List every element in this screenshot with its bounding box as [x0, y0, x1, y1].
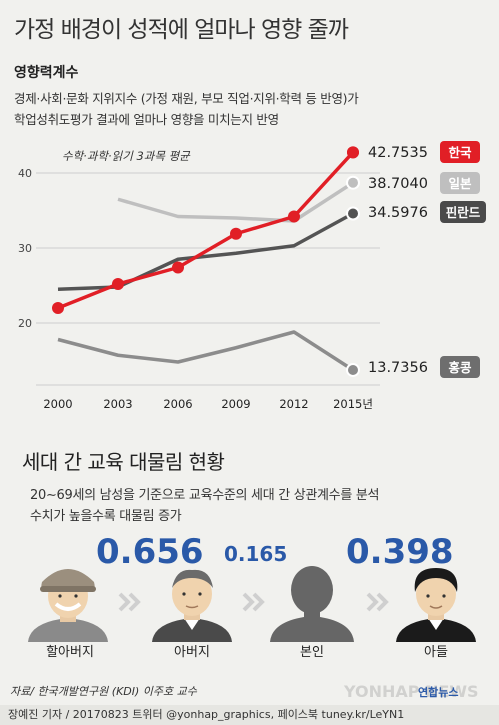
x-tick-label: 2000 — [43, 397, 72, 411]
coefficient-father-self: 0.165 — [224, 542, 288, 566]
series-tag — [440, 201, 486, 223]
self-silhouette-icon — [270, 566, 354, 642]
generations-illustration — [28, 566, 476, 642]
source-note: 자료/ 한국개발연구원 (KDI) 이주호 교수 — [10, 685, 197, 698]
page-title: 가정 배경이 성적에 얼마나 영향 줄까 — [14, 17, 349, 43]
arrow-icon — [242, 592, 265, 612]
end-value-label: 42.7535 — [368, 145, 428, 161]
person-label-grandfather: 할아버지 — [46, 645, 94, 660]
y-tick-label: 20 — [18, 317, 32, 330]
x-tick-label: 2003 — [103, 397, 132, 411]
father-avatar — [152, 569, 232, 642]
data-point — [52, 302, 64, 314]
series-line-홍콩 — [57, 330, 354, 372]
section-description-line: 경제·사회·문화 지위지수 (가정 재원, 부모 직업·지위·학력 등 반영)가 — [14, 91, 359, 106]
person-label-father: 아버지 — [174, 645, 210, 660]
person-label-son: 아들 — [424, 645, 448, 660]
section-description-line: 수치가 높을수록 대물림 증가 — [30, 509, 182, 524]
x-tick-label: 2006 — [163, 397, 192, 411]
end-point — [346, 206, 360, 221]
data-point — [112, 278, 124, 290]
end-point — [346, 362, 360, 377]
line-chart: 20 30 40 2000 2003 2006 2009 2012 2015년 수학·과학·읽기… — [18, 141, 486, 411]
grandfather-avatar — [28, 569, 108, 642]
section-heading-influence: 영향력계수 — [14, 65, 79, 81]
series-name-label: 일본 — [448, 176, 472, 191]
end-point — [346, 175, 360, 190]
series-tag — [440, 141, 480, 163]
watermark: YONHAP NEWS — [344, 682, 479, 701]
series-line-일본 — [117, 181, 354, 223]
yonhap-logo: 연합뉴스 — [418, 686, 459, 699]
series-name-label: 한국 — [448, 145, 472, 160]
section-description-line: 학업성취도평가 결과에 얼마나 영향을 미치는지 반영 — [14, 112, 279, 127]
x-tick-label: 2009 — [221, 397, 250, 411]
end-point — [347, 146, 359, 159]
end-value-label: 34.5976 — [368, 205, 428, 221]
coefficient-grandfather-father: 0.656 — [96, 532, 204, 572]
credit-line: 장예진 기자 / 20170823 트위터 @yonhap_graphics, … — [0, 705, 499, 725]
end-value-label: 38.7040 — [368, 176, 428, 192]
section-heading-inheritance: 세대 간 교육 대물림 현황 — [22, 450, 225, 474]
end-value-label: 13.7356 — [368, 360, 428, 376]
son-avatar — [396, 568, 476, 642]
arrow-icon — [118, 592, 141, 612]
series-name-label: 핀란드 — [446, 205, 481, 220]
data-point — [172, 261, 184, 274]
arrow-icon — [366, 592, 389, 612]
x-tick-label: 2012 — [279, 397, 308, 411]
y-tick-label: 40 — [18, 167, 32, 180]
section-description-line: 20∼69세의 남성을 기준으로 교육수준의 세대 간 상관계수를 분석 — [30, 488, 380, 503]
person-label-self: 본인 — [300, 645, 324, 660]
coefficient-self-son: 0.398 — [346, 532, 454, 572]
data-point — [230, 227, 242, 240]
x-tick-label: 2015년 — [333, 397, 373, 411]
y-tick-label: 30 — [18, 242, 32, 255]
data-point — [288, 210, 300, 223]
series-line-한국 — [57, 151, 355, 310]
chart-subtitle: 수학·과학·읽기 3과목 평균 — [62, 149, 191, 163]
series-tag — [440, 172, 480, 194]
series-tag — [440, 356, 480, 378]
series-name-label: 홍콩 — [448, 360, 472, 375]
